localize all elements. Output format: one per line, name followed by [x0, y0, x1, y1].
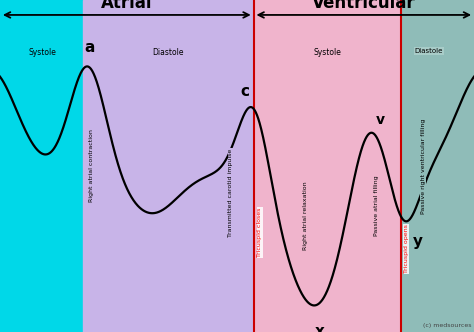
- Text: Atrial: Atrial: [101, 0, 153, 12]
- Bar: [83, 0, 254, 332]
- Text: Transmitted carotid impulse: Transmitted carotid impulse: [228, 148, 233, 237]
- Text: Systole: Systole: [313, 48, 341, 57]
- Text: Ventricular: Ventricular: [312, 0, 416, 12]
- Text: v: v: [376, 114, 385, 127]
- Text: Passive atrial filling: Passive atrial filling: [374, 176, 379, 236]
- Text: Passive right ventricular filling: Passive right ventricular filling: [421, 118, 426, 214]
- Text: y: y: [412, 234, 423, 249]
- Text: x: x: [315, 324, 325, 332]
- Text: c: c: [241, 84, 249, 99]
- Bar: [401, 0, 474, 332]
- Text: Systole: Systole: [29, 48, 56, 57]
- Text: (c) medsources: (c) medsources: [423, 323, 472, 328]
- Text: Diastole: Diastole: [415, 48, 443, 54]
- Text: Tricuspid opens: Tricuspid opens: [404, 224, 409, 274]
- Text: Right atrial relaxation: Right atrial relaxation: [303, 182, 308, 250]
- Text: Right atrial contraction: Right atrial contraction: [89, 129, 93, 203]
- Bar: [254, 0, 401, 332]
- Text: Diastole: Diastole: [153, 48, 184, 57]
- Text: a: a: [85, 40, 95, 55]
- Text: Tricuspid closes: Tricuspid closes: [257, 208, 262, 257]
